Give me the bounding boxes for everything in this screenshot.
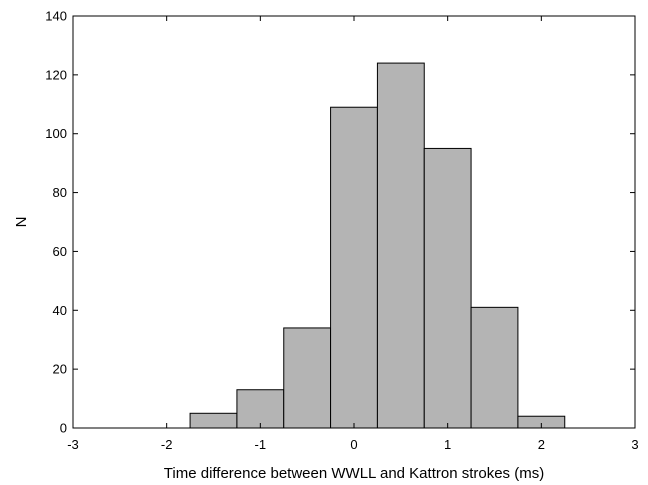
histogram-bar	[376, 62, 425, 429]
y-tick-label: 0	[60, 421, 67, 436]
ticks-layer: -3 -2 -1 0 1 2 3 0 20 40 60 80 100 120 140	[45, 9, 638, 453]
histogram-bar	[283, 327, 332, 429]
y-tick-label: 20	[53, 362, 67, 377]
y-axis-label: N	[13, 217, 30, 228]
y-tick-label: 120	[45, 67, 67, 82]
histogram-bar	[470, 306, 519, 429]
y-tick-label: 40	[53, 303, 67, 318]
x-tick-label: -1	[255, 437, 267, 452]
x-tick-label: 1	[444, 437, 451, 452]
x-tick-label: -3	[67, 437, 79, 452]
plot-frame	[72, 15, 636, 429]
x-axis-label: Time difference between WWLL and Kattron…	[164, 465, 544, 482]
bars-layer	[189, 62, 566, 429]
y-tick-label: 140	[45, 9, 67, 24]
histogram-bar	[330, 106, 378, 429]
x-tick-label: 3	[631, 437, 638, 452]
x-tick-label: -2	[161, 437, 173, 452]
y-tick-label: 80	[53, 185, 67, 200]
x-tick-label: 0	[350, 437, 357, 452]
histogram-bar	[236, 389, 285, 429]
y-tick-label: 60	[53, 244, 67, 259]
x-tick-label: 2	[538, 437, 545, 452]
histogram-bar	[423, 147, 472, 429]
histogram-bar	[189, 412, 238, 429]
y-tick-label: 100	[45, 126, 67, 141]
